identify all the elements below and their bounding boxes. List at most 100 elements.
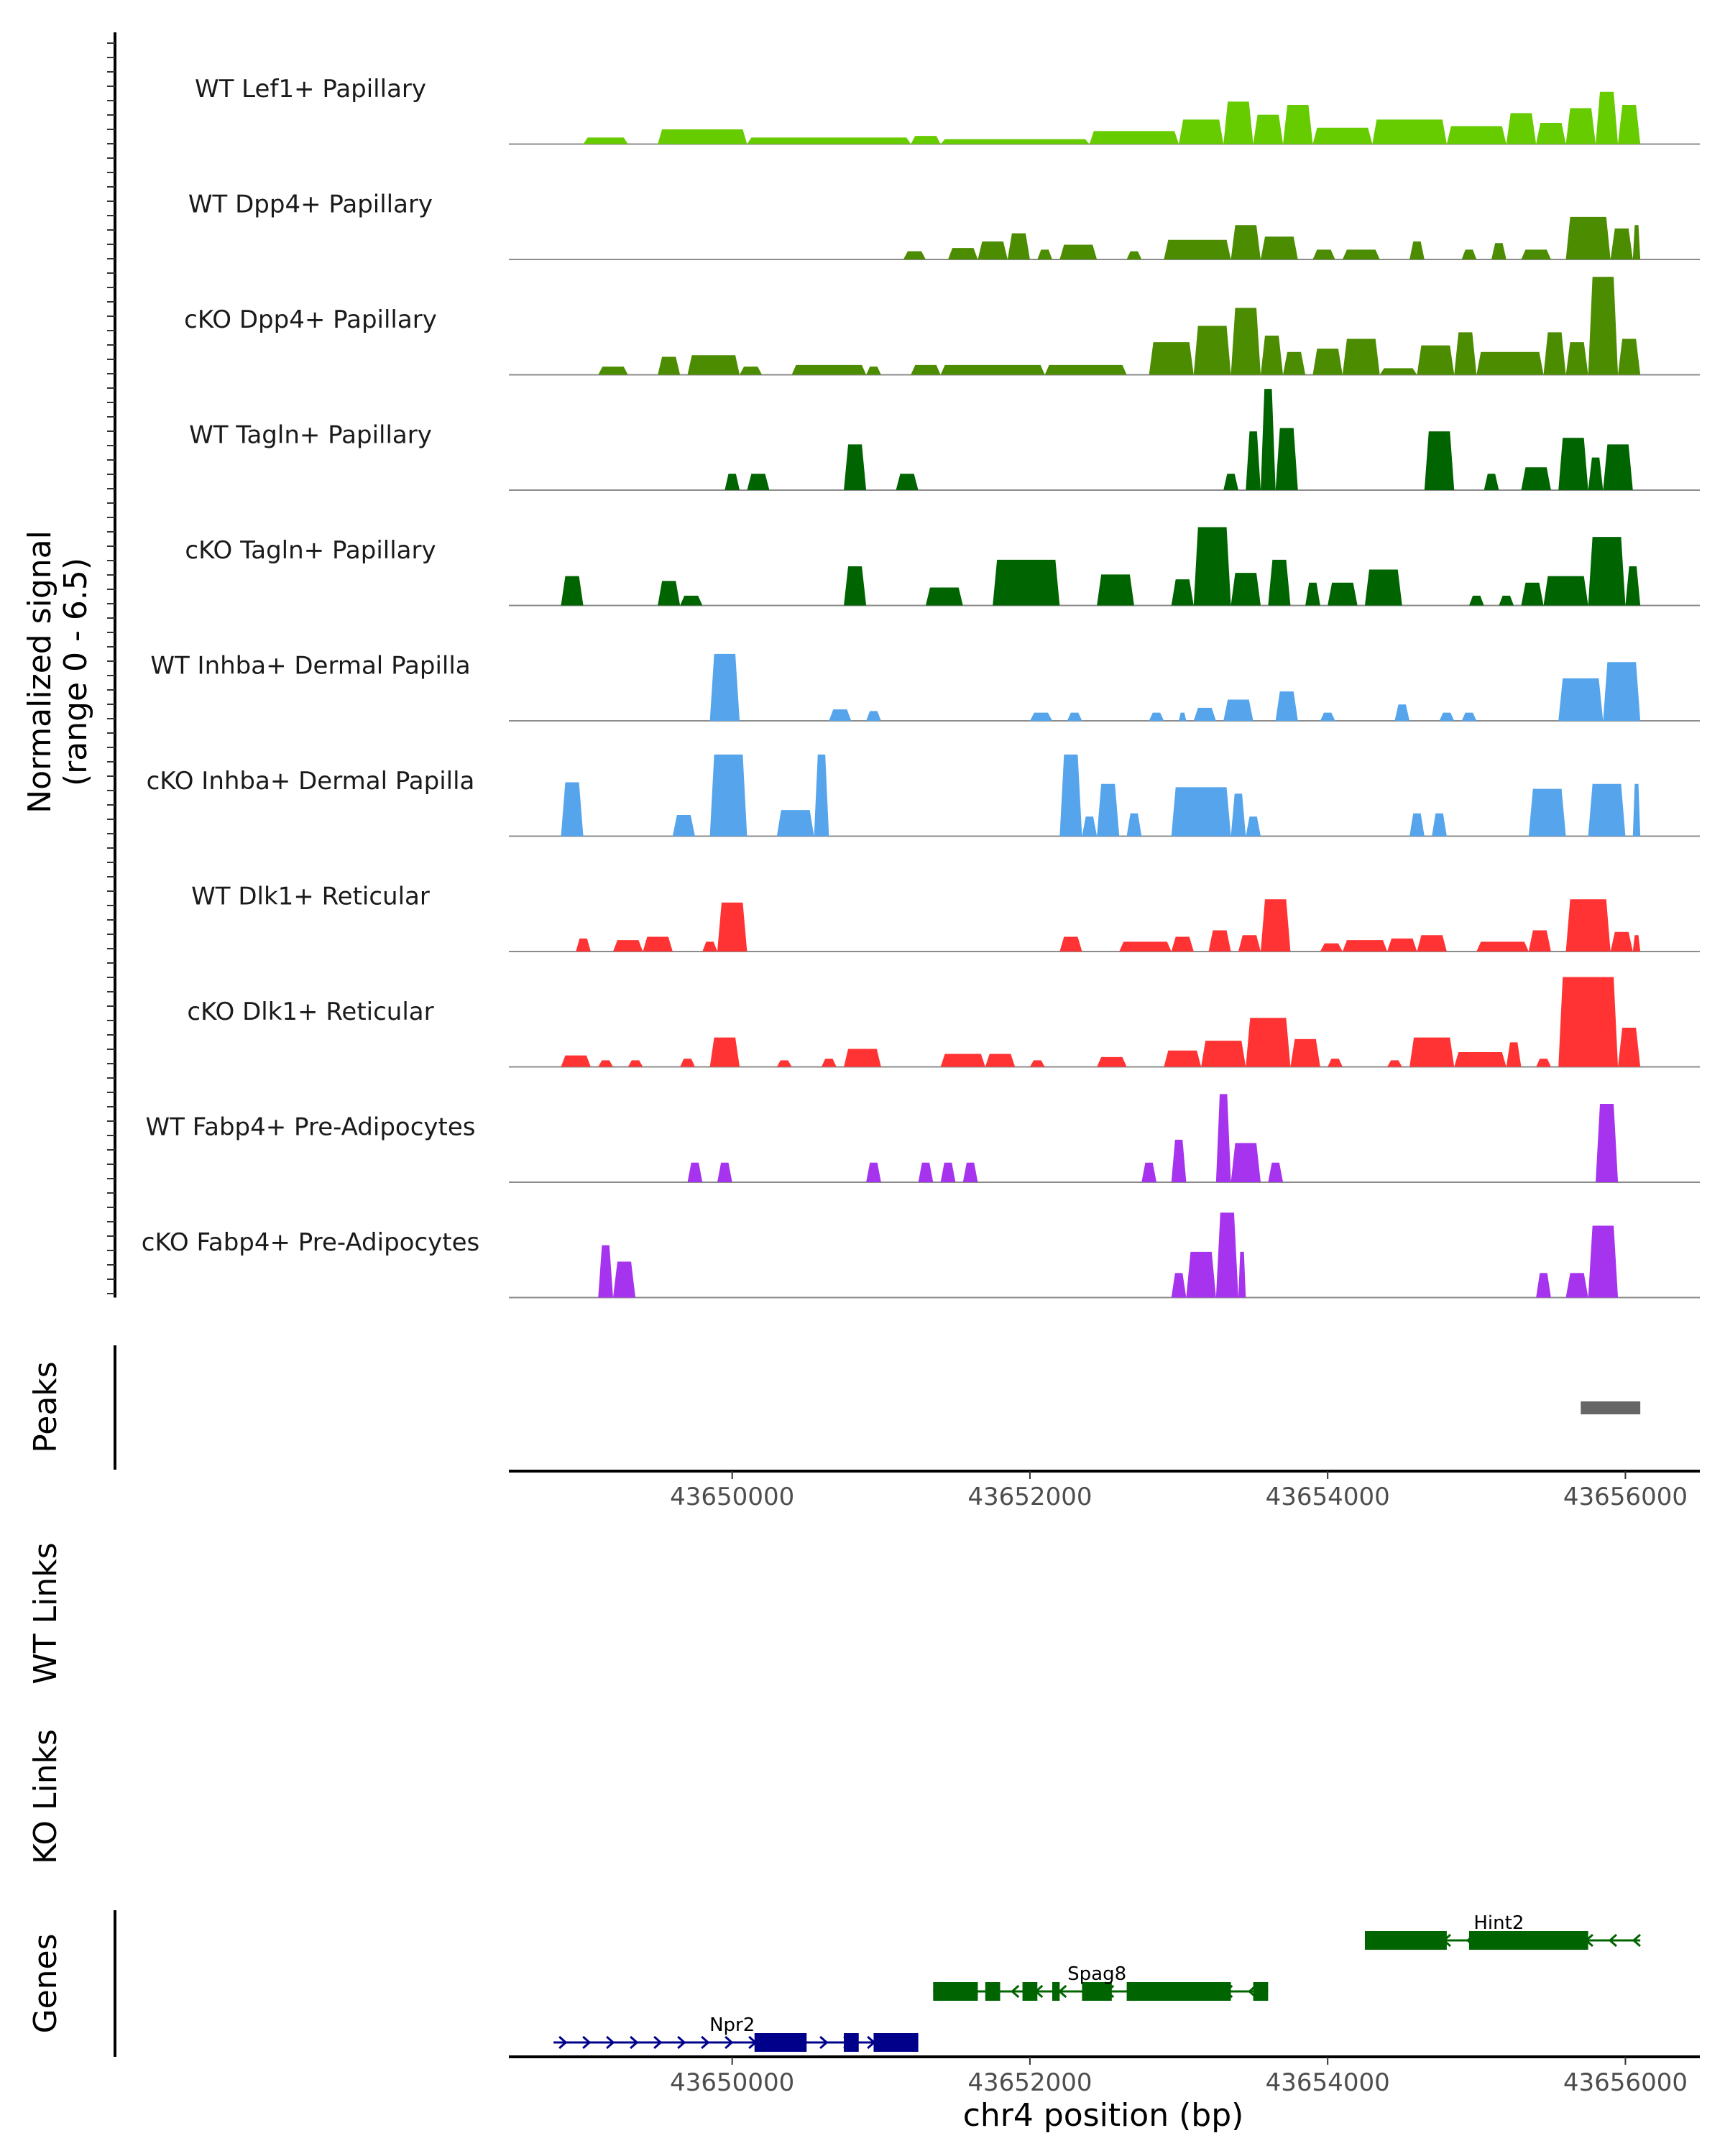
signal-region bbox=[791, 364, 867, 375]
signal-region bbox=[1387, 938, 1417, 952]
track-cko-fabp4-pre-adipocytes: cKO Fabp4+ Pre-Adipocytes bbox=[142, 1212, 1700, 1299]
signal-region bbox=[1491, 243, 1506, 259]
signal-region bbox=[1632, 783, 1641, 837]
genes-panel-title: Genes bbox=[27, 1933, 64, 2033]
signal-region bbox=[1558, 438, 1588, 490]
signal-region bbox=[1536, 1059, 1551, 1067]
signal-region bbox=[1246, 816, 1261, 837]
gene-exon bbox=[1364, 1931, 1447, 1950]
signal-region bbox=[1320, 943, 1343, 952]
signal-region bbox=[1409, 1037, 1455, 1067]
signal-region bbox=[978, 241, 1008, 259]
signal-region bbox=[1558, 977, 1619, 1067]
gene-exon bbox=[1022, 1982, 1038, 2001]
gene-exon bbox=[873, 2033, 919, 2052]
signal-region bbox=[1230, 225, 1261, 259]
strand-arrow bbox=[630, 2035, 639, 2050]
signal-region bbox=[1059, 244, 1098, 259]
signal-region bbox=[747, 474, 770, 490]
signal-region bbox=[1565, 342, 1588, 375]
signal-region bbox=[1126, 251, 1142, 259]
signal-region bbox=[1171, 936, 1194, 952]
strand-arrow bbox=[653, 2035, 663, 2050]
signal-region bbox=[866, 711, 881, 721]
strand-arrow bbox=[1011, 1984, 1020, 1999]
signal-region bbox=[1275, 428, 1298, 490]
signal-region bbox=[1171, 1139, 1187, 1182]
signal-region bbox=[1097, 1056, 1127, 1067]
signal-region bbox=[1342, 940, 1388, 952]
signal-region bbox=[1246, 431, 1261, 490]
signal-region bbox=[1097, 574, 1134, 606]
signal-region bbox=[1260, 335, 1284, 375]
signal-region bbox=[658, 129, 748, 144]
gene-npr2: Npr2 bbox=[553, 2014, 919, 2052]
signal-region bbox=[1409, 241, 1425, 259]
signal-region bbox=[1521, 467, 1551, 490]
x-tick-label: 43650000 bbox=[670, 1483, 794, 1511]
signal-region bbox=[1312, 349, 1343, 375]
signal-region bbox=[1126, 813, 1142, 837]
signal-region bbox=[1528, 930, 1551, 952]
track-label: WT Inhba+ Dermal Papilla bbox=[150, 652, 470, 681]
signal-region bbox=[1119, 941, 1172, 952]
signal-region bbox=[1260, 899, 1291, 952]
track-wt-tagln-papillary: WT Tagln+ Papillary bbox=[189, 389, 1700, 491]
strand-arrow bbox=[819, 2035, 829, 2050]
signal-region bbox=[1179, 712, 1187, 721]
signal-region bbox=[1588, 457, 1604, 490]
signal-region bbox=[948, 248, 978, 259]
signal-axis-title: Normalized signal bbox=[22, 530, 58, 814]
gene-exon bbox=[1082, 1982, 1112, 2001]
signal-region bbox=[1186, 1251, 1216, 1298]
signal-region bbox=[612, 940, 643, 952]
signal-region bbox=[598, 367, 628, 375]
track-label: WT Fabp4+ Pre-Adipocytes bbox=[146, 1113, 476, 1142]
signal-region bbox=[1461, 249, 1477, 259]
signal-region bbox=[1536, 122, 1566, 144]
signal-region bbox=[993, 559, 1060, 606]
signal-region bbox=[1223, 699, 1254, 721]
signal-region bbox=[1007, 233, 1030, 259]
x-tick-label: 43654000 bbox=[1266, 2068, 1390, 2097]
strand-arrow bbox=[606, 2035, 615, 2050]
gene-exon bbox=[754, 2033, 807, 2052]
signal-region bbox=[1543, 576, 1588, 606]
signal-region bbox=[1230, 1143, 1261, 1182]
signal-region bbox=[1565, 899, 1611, 952]
signal-region bbox=[1230, 573, 1261, 606]
signal-region bbox=[1632, 935, 1641, 952]
signal-region bbox=[1082, 816, 1098, 837]
signal-region bbox=[866, 367, 881, 375]
signal-region bbox=[1059, 754, 1082, 837]
signal-region bbox=[724, 474, 740, 490]
signal-region bbox=[1260, 236, 1298, 259]
peaks-x-axis: 43650000 43652000 43654000 43656000 bbox=[509, 1470, 1700, 1511]
signal-region bbox=[1439, 712, 1455, 721]
signal-region bbox=[1528, 788, 1566, 837]
signal-region bbox=[1268, 1162, 1284, 1182]
signal-region bbox=[747, 137, 911, 144]
signal-region bbox=[1164, 1050, 1202, 1067]
signal-region bbox=[1164, 239, 1231, 259]
signal-region bbox=[1029, 1060, 1045, 1067]
strand-arrow bbox=[1632, 1933, 1641, 1948]
signal-region bbox=[1521, 249, 1551, 259]
signal-region bbox=[1476, 351, 1544, 375]
signal-region bbox=[1328, 582, 1358, 606]
signal-region bbox=[1565, 108, 1596, 144]
signal-region bbox=[776, 810, 814, 837]
signal-region bbox=[1618, 338, 1641, 375]
gene-exon bbox=[1468, 1931, 1588, 1950]
signal-region bbox=[1394, 704, 1410, 721]
signal-region bbox=[911, 364, 941, 375]
genes-panel: Genes Npr2 Spag8 Hint2 43650000 43652000 43654… bbox=[27, 1910, 1700, 2097]
gene-exon bbox=[985, 1982, 1000, 2001]
signal-region bbox=[1461, 712, 1477, 721]
x-tick-label: 43654000 bbox=[1266, 1483, 1390, 1511]
signal-region bbox=[1610, 931, 1633, 952]
signal-region bbox=[918, 1162, 934, 1182]
strand-arrow bbox=[1608, 1933, 1617, 1948]
links-panels: WT Links KO Links bbox=[27, 1542, 64, 1864]
